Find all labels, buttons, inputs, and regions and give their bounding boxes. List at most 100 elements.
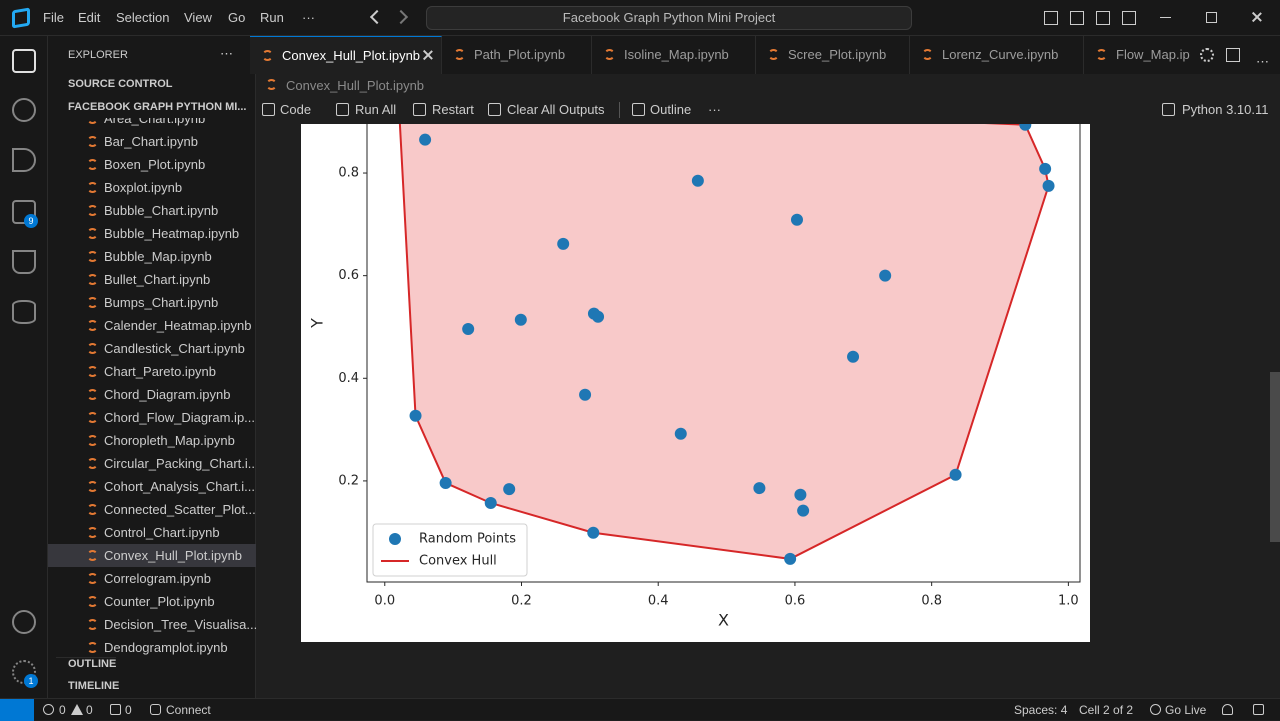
menu-item[interactable]: Edit [78, 10, 101, 25]
file-item[interactable]: Counter_Plot.ipynb [48, 590, 256, 613]
menu-item[interactable]: File [43, 10, 64, 25]
toolbar-action[interactable]: Outline [650, 102, 692, 117]
file-name: Bullet_Chart.ipynb [104, 272, 211, 287]
file-item[interactable]: Boxen_Plot.ipynb [48, 153, 256, 176]
file-item[interactable]: Dendogramplot.ipynb [48, 636, 256, 655]
file-icon [87, 118, 98, 124]
file-item[interactable]: Boxplot.ipynb [48, 176, 256, 199]
feedback[interactable] [1253, 704, 1264, 715]
file-item[interactable]: Chord_Flow_Diagram.ip... [48, 406, 256, 429]
layout-toggle[interactable] [1122, 11, 1136, 25]
warning-count[interactable]: 0 [86, 703, 93, 717]
file-icon [87, 412, 98, 423]
toolbar-action[interactable]: ··· [708, 102, 721, 117]
editor-tab[interactable]: Convex_Hull_Plot.ipynb [250, 36, 442, 74]
indentation[interactable]: Spaces: 4 [1014, 703, 1068, 717]
minimize-button[interactable] [1160, 17, 1171, 18]
close-tab[interactable] [423, 50, 433, 60]
database-icon[interactable] [12, 300, 36, 324]
file-icon [87, 366, 98, 377]
separator [619, 102, 620, 118]
toolbar-action[interactable]: Restart [432, 102, 474, 117]
toolbar-action[interactable]: Code [280, 102, 312, 117]
error-count[interactable]: 0 [59, 703, 66, 717]
more-actions[interactable]: ⋯ [1256, 54, 1269, 69]
section-header[interactable]: TIMELINE [68, 680, 120, 692]
section-header[interactable]: OUTLINE [56, 657, 117, 670]
command-center[interactable]: Facebook Graph Python Mini Project [426, 6, 912, 30]
layout-toggle[interactable] [1096, 11, 1110, 25]
layout-toggle[interactable] [1044, 11, 1058, 25]
remote-indicator[interactable] [0, 699, 34, 721]
section-header[interactable]: FACEBOOK GRAPH PYTHON MI... [68, 101, 247, 113]
file-item[interactable]: Bumps_Chart.ipynb [48, 291, 256, 314]
split-editor[interactable] [1226, 48, 1240, 62]
file-item[interactable]: Bar_Chart.ipynb [48, 130, 256, 153]
file-icon [87, 389, 98, 400]
file-item[interactable]: Chord_Diagram.ipynb [48, 383, 256, 406]
restore-button[interactable] [1206, 12, 1217, 23]
file-icon [87, 136, 98, 147]
menu-item[interactable]: Go [228, 10, 246, 25]
menu-item[interactable]: Selection [116, 10, 170, 25]
file-icon [87, 228, 98, 239]
accounts-icon[interactable] [12, 610, 36, 634]
back-button[interactable] [369, 9, 385, 25]
file-item[interactable]: Bubble_Chart.ipynb [48, 199, 256, 222]
editor-tab[interactable]: Lorenz_Curve.ipynb [910, 36, 1084, 74]
go-live[interactable]: Go Live [1165, 703, 1207, 717]
file-item[interactable]: Convex_Hull_Plot.ipynb [48, 544, 256, 567]
file-item[interactable]: Control_Chart.ipynb [48, 521, 256, 544]
section-header[interactable]: SOURCE CONTROL [68, 78, 173, 90]
sidebar-title: EXPLORER [68, 49, 128, 61]
menu-item[interactable]: View [184, 10, 212, 25]
file-item[interactable]: Bullet_Chart.ipynb [48, 268, 256, 291]
file-item[interactable]: Calender_Heatmap.ipynb [48, 314, 256, 337]
file-item[interactable]: Chart_Pareto.ipynb [48, 360, 256, 383]
toolbar-action[interactable]: Clear All Outputs [507, 102, 605, 117]
file-item[interactable]: Choropleth_Map.ipynb [48, 429, 256, 452]
testing-icon[interactable] [12, 250, 36, 274]
file-item[interactable]: Bubble_Heatmap.ipynb [48, 222, 256, 245]
search-icon[interactable] [12, 98, 36, 122]
x-tick-label: 0.6 [785, 594, 806, 609]
x-tick-label: 0.8 [921, 594, 942, 609]
editor-tab[interactable]: Flow_Map.ipy [1084, 36, 1190, 74]
scrollbar[interactable] [1270, 372, 1280, 542]
explorer-icon[interactable] [12, 49, 36, 73]
file-item[interactable]: Area_Chart.ipynb [48, 118, 256, 130]
file-item[interactable]: Cohort_Analysis_Chart.i... [48, 475, 256, 498]
file-icon [454, 49, 465, 60]
file-icon [87, 550, 98, 561]
menu-item[interactable]: Run [260, 10, 284, 25]
close-window-button[interactable] [1252, 12, 1262, 22]
toolbar-action[interactable]: Run All [355, 102, 397, 117]
layout-toggle[interactable] [1070, 11, 1084, 25]
plot-area [398, 124, 1055, 565]
forward-button[interactable] [393, 9, 409, 25]
ports-count[interactable]: 0 [125, 703, 132, 717]
file-item[interactable]: Candlestick_Chart.ipynb [48, 337, 256, 360]
menu-item[interactable]: ··· [302, 10, 315, 25]
file-icon [768, 49, 779, 60]
settings-action[interactable] [1200, 48, 1214, 62]
file-item[interactable]: Correlogram.ipynb [48, 567, 256, 590]
cell-position[interactable]: Cell 2 of 2 [1079, 703, 1134, 717]
file-item[interactable]: Decision_Tree_Visualisa... [48, 613, 256, 636]
breadcrumb[interactable]: Convex_Hull_Plot.ipynb [266, 78, 424, 93]
file-item[interactable]: Circular_Packing_Chart.i... [48, 452, 256, 475]
more-actions[interactable]: ⋯ [220, 46, 233, 61]
notifications[interactable] [1222, 704, 1233, 715]
file-icon [87, 504, 98, 515]
kernel-picker[interactable]: Python 3.10.11 [1182, 102, 1269, 117]
legend-label: Convex Hull [419, 554, 497, 569]
file-item[interactable]: Bubble_Map.ipynb [48, 245, 256, 268]
editor-tab[interactable]: Scree_Plot.ipynb [756, 36, 910, 74]
file-item[interactable]: Connected_Scatter_Plot... [48, 498, 256, 521]
editor-tab[interactable]: Isoline_Map.ipynb [592, 36, 756, 74]
editor-tab[interactable]: Path_Plot.ipynb [442, 36, 592, 74]
point [1042, 179, 1055, 192]
connect[interactable]: Connect [166, 703, 211, 717]
tab-label: Convex_Hull_Plot.ipynb [282, 48, 421, 63]
run-debug-icon[interactable] [12, 148, 36, 172]
